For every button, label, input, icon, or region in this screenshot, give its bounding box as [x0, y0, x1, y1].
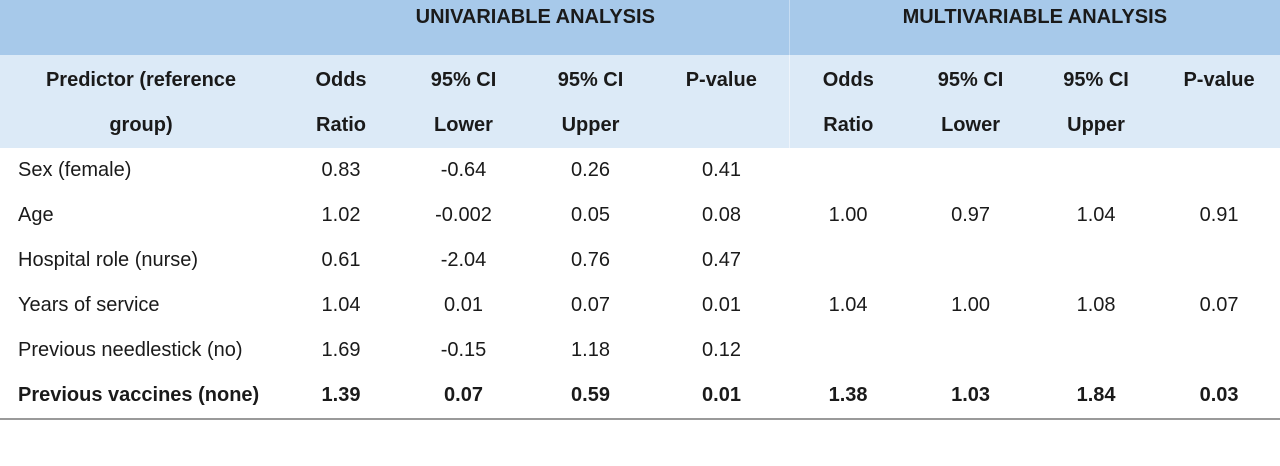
multi-odds-ratio-cell: [789, 148, 907, 193]
uni-p-value-cell: 0.12: [702, 339, 741, 361]
predictor-cell: Previous vaccines (none): [0, 373, 282, 420]
uni-ci-lower-cell: 0.01: [444, 294, 483, 316]
multi-p-value-cell: [1158, 328, 1280, 373]
multi-odds-ratio-header-line2: Ratio: [823, 114, 874, 136]
multi-odds-ratio-cell: 1.38: [789, 373, 908, 420]
multi-odds-ratio-header: Odds Ratio: [788, 55, 908, 148]
multi-ci-upper-cell: [1034, 238, 1158, 283]
multi-ci-upper-header: 95% CI Upper: [1034, 55, 1159, 148]
table-row-previous-needlestick: Previous needlestick (no) 1.69 -0.15 1.1…: [0, 328, 1280, 373]
multi-ci-upper-cell: 1.04: [1076, 204, 1116, 226]
multi-ci-lower-cell: 0.97: [951, 204, 991, 226]
multi-ci-lower-header-line2: Lower: [941, 114, 1000, 136]
predictor-cell: Hospital role (nurse): [18, 249, 199, 271]
uni-ci-upper-header-line2: Upper: [561, 114, 620, 136]
multi-odds-ratio-cell: 1.04: [828, 294, 868, 316]
uni-p-value-cell: 0.41: [702, 159, 741, 181]
multi-ci-upper-cell: 1.84: [1034, 373, 1159, 420]
group-header-row: UNIVARIABLE ANALYSIS MULTIVARIABLE ANALY…: [0, 0, 1280, 55]
uni-odds-ratio-cell: 0.61: [321, 249, 361, 271]
uni-p-value-cell: 0.08: [702, 204, 741, 226]
multi-ci-lower-header-line1: 95% CI: [937, 69, 1004, 91]
predictor-header: Predictor (reference group): [0, 55, 282, 148]
multi-p-value-cell: 0.07: [1199, 294, 1239, 316]
multivariable-group-header: MULTIVARIABLE ANALYSIS: [788, 0, 1280, 55]
uni-ci-lower-cell: -0.002: [435, 204, 492, 226]
table-row-hospital-role: Hospital role (nurse) 0.61 -2.04 0.76 0.…: [0, 238, 1280, 283]
group-header-empty: [0, 0, 282, 55]
uni-odds-ratio-header-line1: Odds: [315, 69, 367, 91]
uni-ci-lower-cell: -0.64: [440, 159, 487, 181]
uni-ci-upper-cell: 0.07: [571, 294, 610, 316]
uni-odds-ratio-header-line2: Ratio: [316, 114, 366, 136]
multi-ci-upper-cell: 1.08: [1076, 294, 1116, 316]
univariable-group-header: UNIVARIABLE ANALYSIS: [282, 0, 790, 55]
uni-ci-lower-header: 95% CI Lower: [400, 55, 527, 148]
uni-ci-upper-cell: 0.76: [571, 249, 610, 271]
predictor-cell-text: Previous vaccines (none): [18, 384, 260, 406]
multi-ci-lower-cell: 1.03: [907, 373, 1035, 420]
uni-p-value-cell: 0.47: [702, 249, 741, 271]
uni-ci-upper-cell: 1.18: [571, 339, 610, 361]
uni-odds-ratio-cell: 0.83: [321, 159, 361, 181]
predictor-header-line1: Predictor (reference: [45, 69, 237, 91]
uni-ci-lower-cell: -0.15: [440, 339, 487, 361]
uni-odds-ratio-header: Odds Ratio: [282, 55, 400, 148]
uni-ci-lower-cell: -2.04: [440, 249, 487, 271]
multi-p-value-header: P-value: [1158, 55, 1280, 148]
predictor-header-line2: group): [109, 114, 173, 136]
multi-odds-ratio-cell: 1.00: [828, 204, 868, 226]
multi-p-value-cell: [1158, 148, 1280, 193]
multi-ci-lower-cell: 1.00: [951, 294, 991, 316]
uni-ci-lower-header-line2: Lower: [434, 114, 493, 136]
multi-p-value-cell: 0.91: [1199, 204, 1239, 226]
multi-ci-lower-cell: [907, 148, 1034, 193]
uni-ci-upper-cell: 0.59: [527, 373, 654, 420]
predictor-cell: Sex (female): [18, 159, 132, 181]
predictor-cell: Age: [18, 204, 54, 226]
table-row-previous-vaccines: Previous vaccines (none) 1.39 0.07 0.59 …: [0, 373, 1280, 420]
table-row-years-of-service: Years of service 1.04 0.01 0.07 0.01 1.0…: [0, 283, 1280, 328]
results-table: UNIVARIABLE ANALYSIS MULTIVARIABLE ANALY…: [0, 0, 1280, 420]
uni-odds-ratio-cell: 1.02: [321, 204, 361, 226]
uni-p-value-cell: 0.01: [654, 373, 790, 420]
uni-p-value-cell: 0.01: [702, 294, 741, 316]
multi-ci-upper-header-line2: Upper: [1067, 114, 1125, 136]
multi-ci-lower-header: 95% CI Lower: [907, 55, 1035, 148]
multi-ci-lower-cell: [907, 328, 1034, 373]
multi-p-value-cell: [1158, 238, 1280, 283]
uni-ci-upper-cell: 0.05: [571, 204, 610, 226]
table-row-age: Age 1.02 -0.002 0.05 0.08 1.00 0.97 1.04…: [0, 193, 1280, 238]
multi-odds-ratio-cell: [789, 238, 907, 283]
multi-odds-ratio-header-line1: Odds: [822, 69, 874, 91]
multi-p-value-cell: 0.03: [1158, 373, 1280, 420]
uni-ci-upper-header-line1: 95% CI: [557, 69, 624, 91]
uni-ci-upper-cell: 0.26: [571, 159, 610, 181]
multi-ci-lower-cell: [907, 238, 1034, 283]
uni-ci-lower-header-line1: 95% CI: [430, 69, 497, 91]
column-header-row: Predictor (reference group) Odds Ratio 9…: [0, 55, 1280, 148]
predictor-cell: Years of service: [18, 294, 160, 316]
multi-ci-upper-cell: [1034, 148, 1158, 193]
uni-p-value-header: P-value: [654, 55, 790, 148]
uni-odds-ratio-cell: 1.69: [321, 339, 361, 361]
uni-ci-upper-header: 95% CI Upper: [527, 55, 654, 148]
table-row-sex: Sex (female) 0.83 -0.64 0.26 0.41: [0, 148, 1280, 193]
uni-odds-ratio-cell: 1.04: [321, 294, 361, 316]
multi-ci-upper-header-line1: 95% CI: [1063, 69, 1129, 91]
uni-ci-lower-cell: 0.07: [400, 373, 527, 420]
uni-odds-ratio-cell: 1.39: [282, 373, 400, 420]
multi-odds-ratio-cell: [789, 328, 907, 373]
predictor-cell: Previous needlestick (no): [18, 339, 243, 361]
multi-ci-upper-cell: [1034, 328, 1158, 373]
